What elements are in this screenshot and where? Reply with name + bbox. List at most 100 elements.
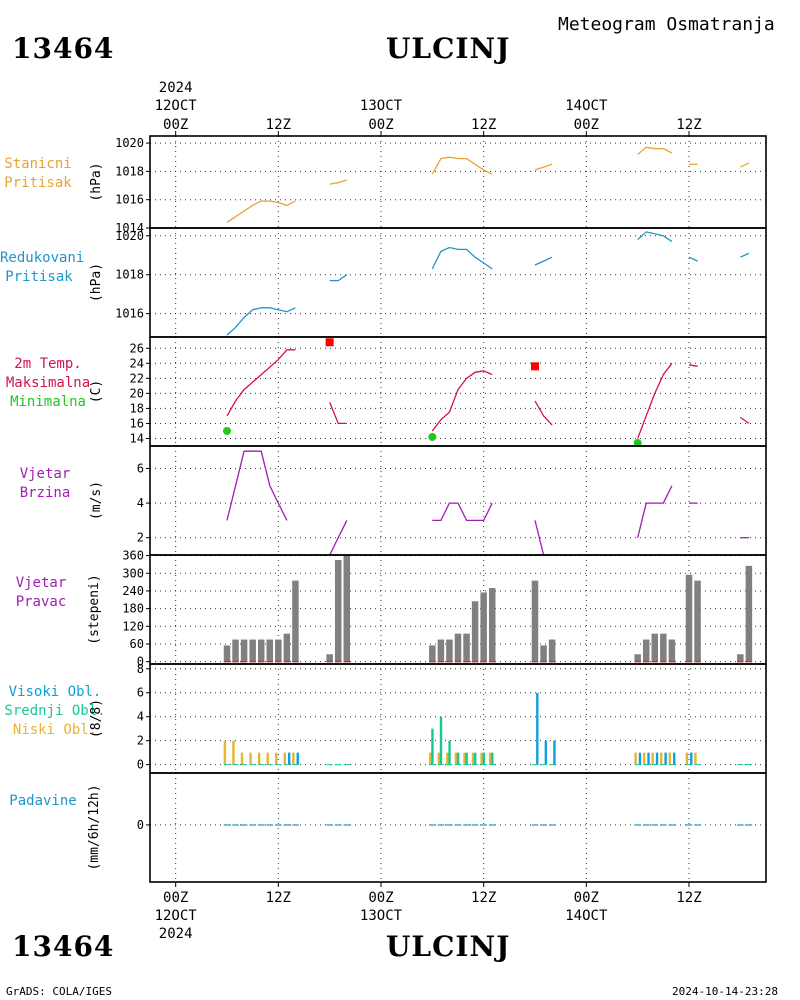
- panel-wind_speed: 2 4 6 (m/s): [89, 446, 766, 555]
- xtick-hour-label: 12Z: [266, 890, 291, 906]
- precip-bar: [668, 824, 676, 826]
- ytick-label: 16: [130, 416, 144, 430]
- direction-bar: [266, 639, 274, 662]
- direction-bar: [223, 645, 231, 662]
- direction-bar: [548, 639, 556, 662]
- direction-bar: [651, 633, 659, 662]
- ytick-label: 180: [122, 602, 144, 616]
- ytick-label: 18: [130, 401, 144, 415]
- line-segment: [739, 416, 750, 424]
- ytick-label: 4: [137, 496, 144, 510]
- line-segment: [688, 364, 698, 367]
- direction-bar: [745, 565, 753, 662]
- direction-bar: [540, 645, 547, 662]
- precip-bar: [471, 824, 479, 826]
- ytick-label: 0: [137, 758, 144, 772]
- line-segment: [431, 156, 493, 175]
- direction-bar: [240, 639, 248, 662]
- precip-bar: [694, 824, 701, 826]
- direction-bar: [283, 633, 291, 662]
- label-line: Pritisak: [5, 269, 73, 285]
- xtick-date-label: 13OCT: [360, 98, 403, 114]
- ytick-label: 300: [122, 566, 144, 580]
- high-cloud-bar: [664, 752, 667, 765]
- direction-bar: [642, 639, 650, 662]
- high-cloud-bar: [690, 752, 693, 765]
- series-reduced_pressure: [226, 231, 750, 336]
- xtick-hour-label: 00Z: [368, 117, 393, 133]
- low-cloud-bar: [488, 752, 492, 765]
- label-station-pressure: Stanicni Pritisak: [0, 155, 76, 193]
- ytick-label: 26: [130, 341, 144, 355]
- label-line: Stanicni: [4, 156, 72, 172]
- xtick-hour-label: 12Z: [471, 890, 496, 906]
- ytick-label: 1016: [115, 307, 144, 321]
- direction-bar: [249, 639, 256, 662]
- xtick-hour-label: 12Z: [266, 117, 291, 133]
- direction-bar: [429, 645, 436, 662]
- station-name-bottom: ULCINJ: [386, 930, 511, 963]
- label-line: Srednji Obl.: [4, 703, 106, 719]
- credit-text: GrADS: COLA/IGES: [6, 985, 112, 998]
- mid-cloud-bar: [456, 752, 460, 765]
- line-segment: [740, 252, 750, 258]
- panel-wind_direction: 0 60 120 180 240 300 360 (stepeni): [87, 549, 766, 669]
- line-segment: [329, 402, 347, 425]
- precip-bar: [660, 824, 667, 826]
- label-temperature: 2m Temp. Maksimalna Minimalna: [0, 355, 96, 412]
- direction-bar: [232, 639, 239, 662]
- unit-label-temperature: (C): [89, 380, 104, 403]
- label-line: Vjetar: [15, 575, 67, 591]
- xtick-date-label: 12OCT: [155, 98, 198, 114]
- ytick-label: 1016: [115, 193, 144, 207]
- station-name-top: ULCINJ: [386, 32, 511, 65]
- ytick-label: 24: [130, 356, 144, 370]
- precip-bar: [651, 824, 659, 826]
- line-segment: [432, 502, 493, 522]
- station-id-bottom: 13464: [12, 930, 115, 963]
- precip-bar: [446, 824, 453, 826]
- ytick-label: 2: [137, 734, 144, 748]
- ytick-label: 1018: [115, 268, 144, 282]
- direction-bar: [334, 560, 342, 662]
- high-cloud-bar: [296, 752, 299, 765]
- precip-bar: [745, 824, 753, 826]
- line-segment: [688, 256, 698, 262]
- year-label-top: 2024: [159, 80, 193, 96]
- ytick-label: 60: [130, 637, 144, 651]
- line-segment: [534, 163, 553, 171]
- low-cloud-bar: [454, 752, 458, 765]
- high-cloud-bar: [536, 692, 539, 765]
- min-temp-marker: [428, 432, 437, 441]
- panel-station_pressure: 1014 1016 1018 1020 (hPa): [89, 136, 766, 235]
- unit-label-wind_direction: (stepeni): [87, 574, 102, 644]
- ytick-label: 8: [137, 662, 144, 676]
- direction-bar: [446, 639, 453, 662]
- panel-clouds: 0 2 4 6 8 (8/8): [89, 662, 766, 773]
- low-cloud-bar: [642, 752, 646, 765]
- precip-bar: [685, 824, 693, 826]
- precip-bar: [326, 824, 333, 826]
- series-temperature: [223, 338, 750, 447]
- ytick-label: 1014: [115, 221, 144, 235]
- precip-bar: [480, 824, 487, 826]
- low-cloud-bar: [471, 752, 475, 765]
- direction-bar: [634, 654, 641, 662]
- line-segment: [637, 146, 673, 155]
- panel-frame-wind_speed: [149, 445, 767, 556]
- xtick-hour-label: 00Z: [368, 890, 393, 906]
- precip-bar: [232, 824, 239, 826]
- direction-bar: [326, 654, 333, 662]
- panel-frame-reduced_pressure: [149, 227, 767, 338]
- direction-bar: [463, 633, 470, 662]
- high-cloud-bar: [287, 752, 291, 765]
- line-segment: [431, 370, 493, 432]
- low-cloud-bar: [668, 752, 671, 765]
- precip-bar: [249, 824, 256, 826]
- year-label-bottom: 2024: [159, 926, 193, 942]
- high-cloud-bar: [647, 752, 650, 765]
- label-line: Pritisak: [4, 175, 72, 191]
- direction-bar: [685, 574, 693, 662]
